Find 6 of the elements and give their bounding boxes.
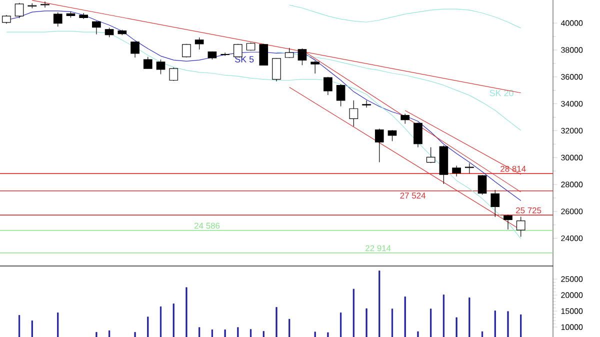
ref-line-label: 27 524 xyxy=(400,192,426,199)
ref-line-label: 24 586 xyxy=(194,222,220,229)
ref-line-label: 22 914 xyxy=(366,245,391,252)
ref-line-label: 28 814 xyxy=(500,166,526,172)
series-label: SK 20 xyxy=(490,90,514,96)
ref-line-label: 25 725 xyxy=(516,207,542,214)
